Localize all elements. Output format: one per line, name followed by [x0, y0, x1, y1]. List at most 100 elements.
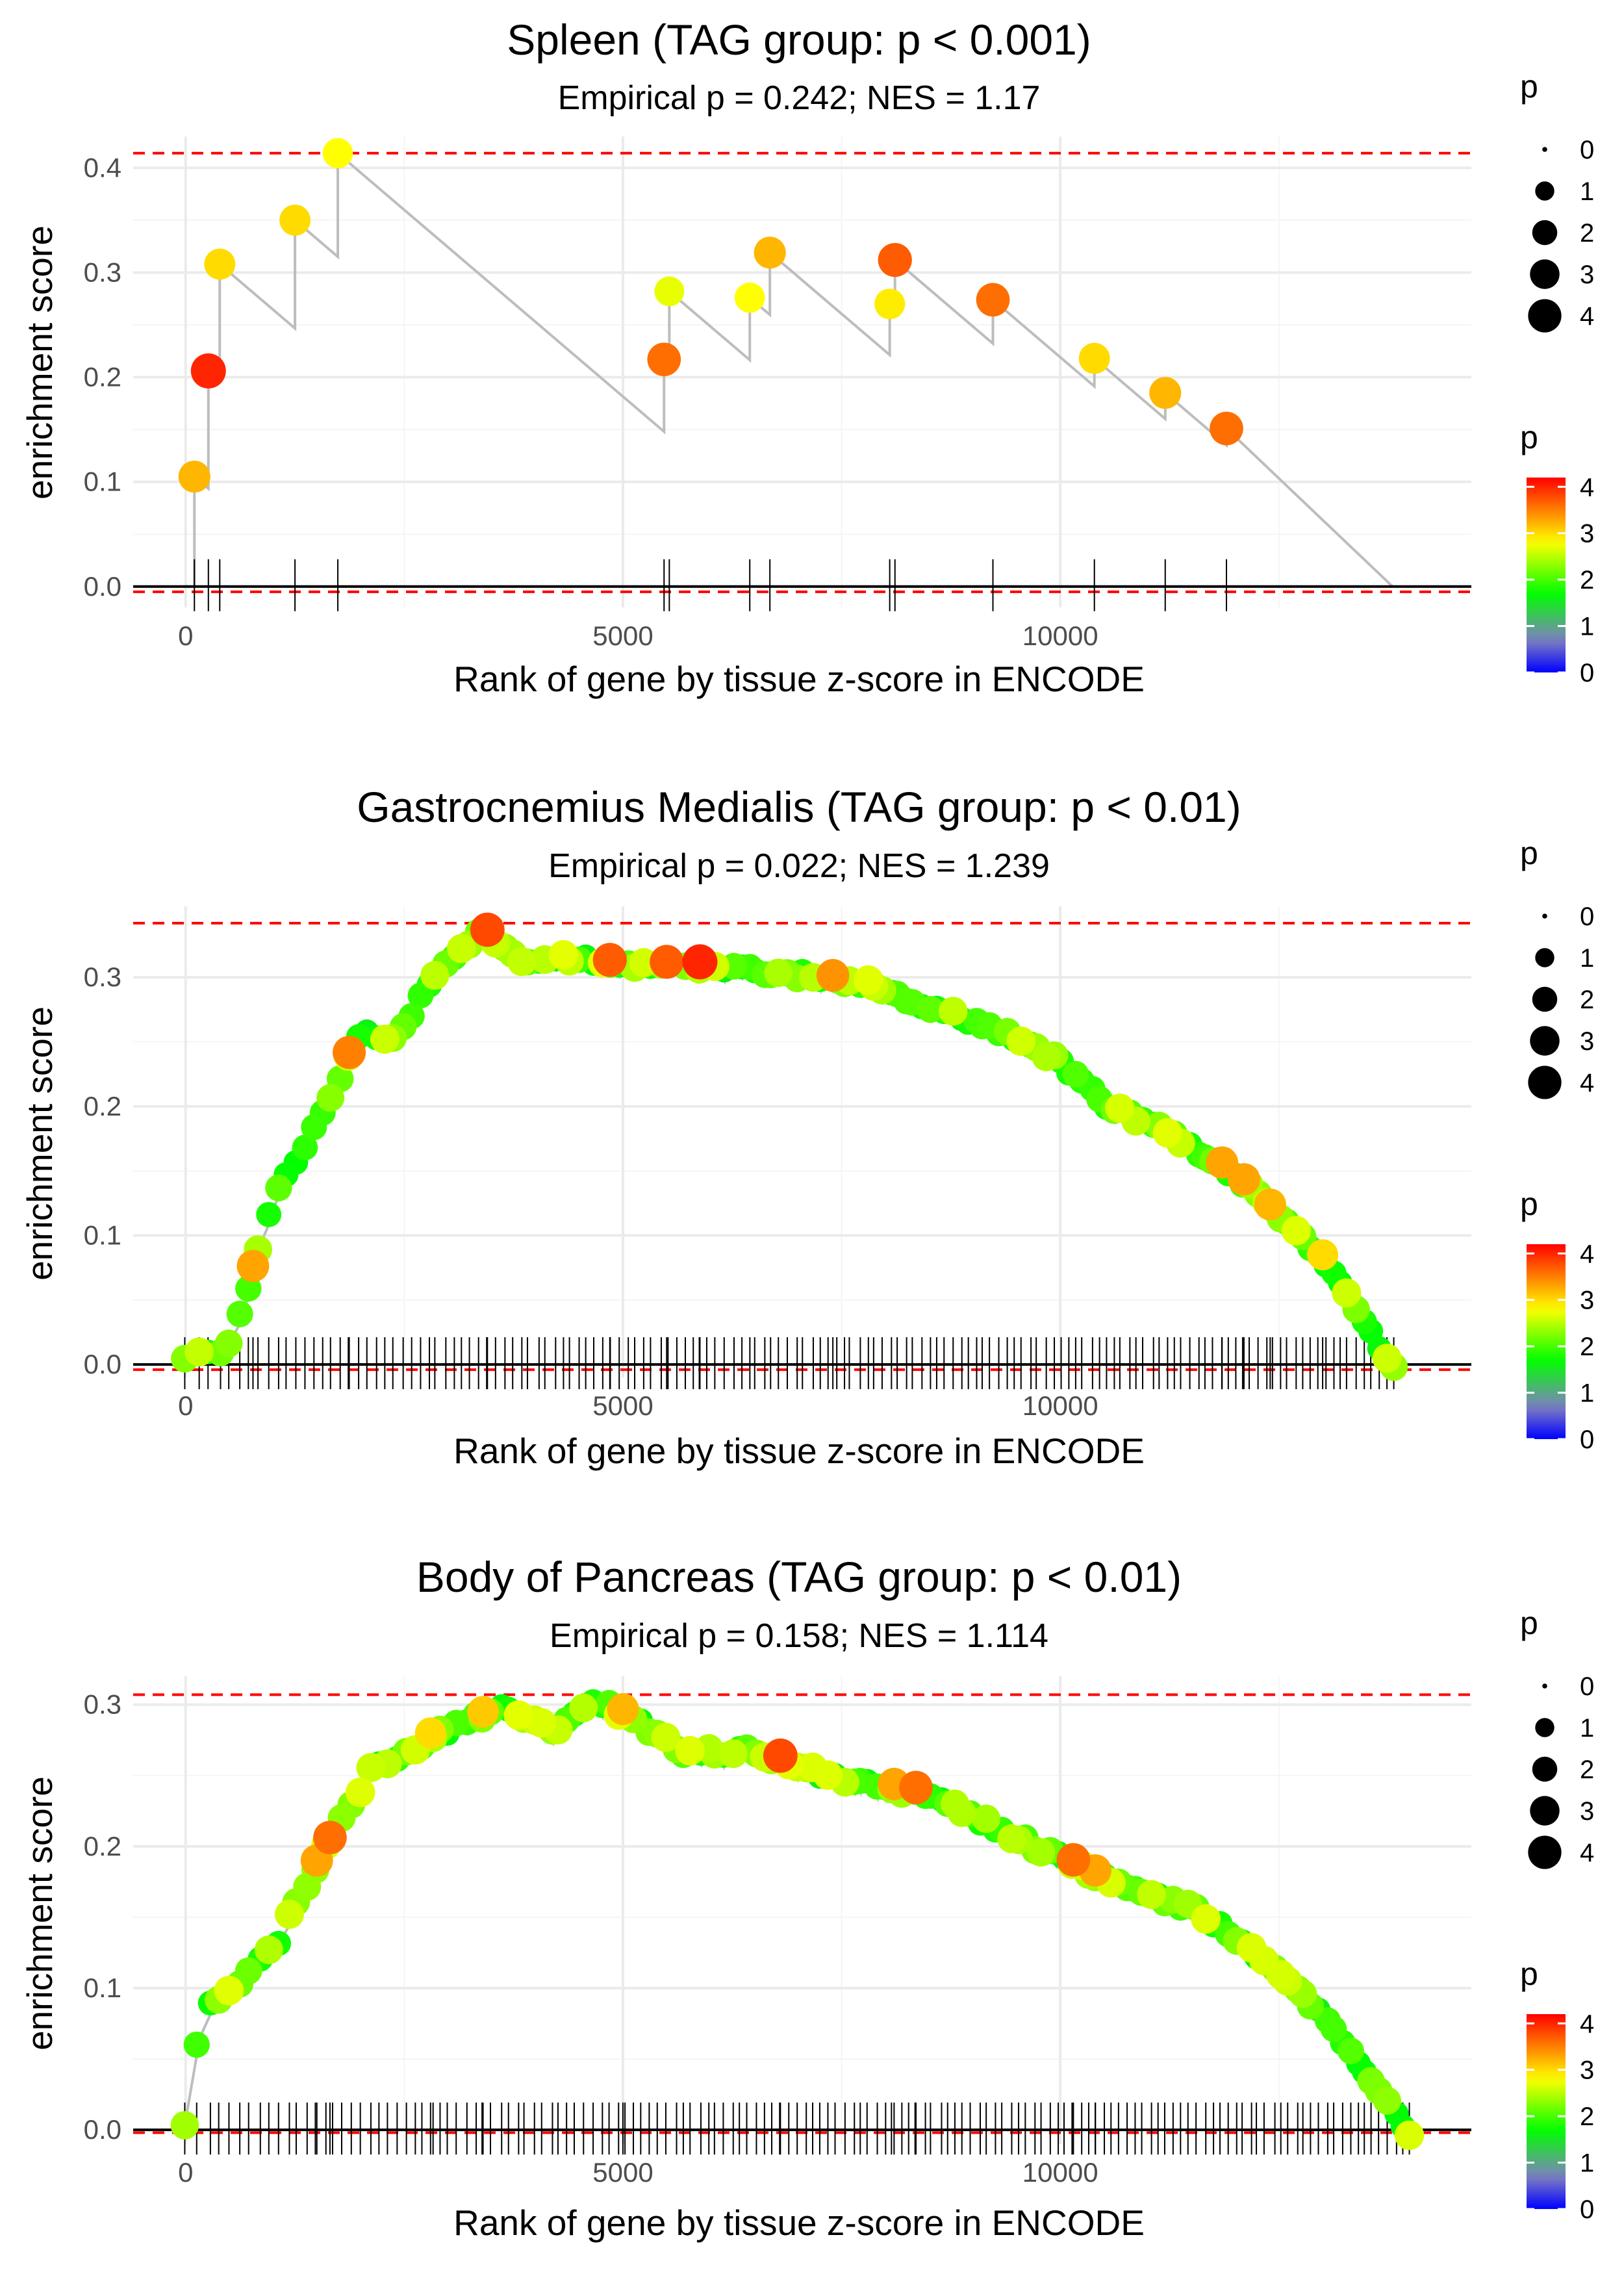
hit-point — [370, 1024, 400, 1054]
chart-subtitle: Empirical p = 0.022; NES = 1.239 — [548, 847, 1050, 885]
hit-point — [1320, 2015, 1347, 2043]
hit-point — [1307, 1239, 1339, 1271]
size-legend-key — [1532, 220, 1558, 246]
hit-point — [1210, 411, 1243, 446]
size-legend: 0 1 2 3 4 — [1528, 1672, 1594, 1869]
hit-point — [214, 1975, 244, 2006]
hit-point — [1026, 1838, 1056, 1867]
size-legend-label: 3 — [1580, 1027, 1594, 1056]
size-legend-label: 4 — [1580, 1839, 1594, 1867]
size-legend-key — [1528, 299, 1562, 333]
color-legend-title: p — [1520, 419, 1538, 455]
size-legend-key — [1535, 181, 1554, 201]
hit-points — [178, 138, 1243, 493]
x-tick-label: 10000 — [1022, 2157, 1098, 2188]
y-tick-label: 0.1 — [84, 1220, 121, 1251]
y-tick-label: 0.1 — [84, 466, 121, 497]
hit-point — [592, 943, 627, 977]
hit-point — [874, 288, 906, 320]
plot-area: 0.0 0.1 0.2 0.3 0 5000 10000 — [84, 906, 1471, 1421]
tick-labels: 0.0 0.1 0.2 0.3 0 5000 10000 — [84, 962, 1098, 1421]
chart-subtitle: Empirical p = 0.242; NES = 1.17 — [558, 79, 1041, 117]
size-legend-key — [1542, 913, 1547, 919]
hit-point — [651, 1722, 681, 1752]
hit-point — [301, 1114, 327, 1140]
hit-point — [292, 1134, 318, 1161]
hit-point — [997, 1824, 1026, 1854]
hit-point — [265, 1174, 292, 1202]
hit-point — [650, 945, 684, 979]
hit-point — [414, 1717, 446, 1749]
hit-point — [734, 282, 765, 313]
y-tick-label: 0.3 — [84, 257, 121, 287]
hit-point — [279, 204, 311, 236]
hit-point — [813, 1760, 843, 1790]
size-legend-label: 2 — [1580, 219, 1594, 248]
gridlines — [133, 136, 1471, 607]
hit-point — [1337, 2038, 1364, 2065]
panel-spleen: Spleen (TAG group: p < 0.001) Empirical … — [19, 16, 1594, 699]
plot-area: 0.0 0.1 0.2 0.3 0 5000 10000 — [84, 1676, 1471, 2188]
color-legend-label: 3 — [1580, 2056, 1594, 2085]
hit-point — [878, 242, 912, 277]
x-axis-label: Rank of gene by tissue z-score in ENCODE — [453, 659, 1145, 699]
size-legend-label: 1 — [1580, 1714, 1594, 1743]
legend: p 0 1 2 3 4 p 0 1 2 3 4 — [1520, 835, 1594, 1454]
hit-point — [322, 138, 353, 169]
x-axis-label: Rank of gene by tissue z-score in ENCODE — [453, 1431, 1145, 1471]
hit-point — [1137, 1880, 1166, 1910]
y-tick-label: 0.0 — [84, 2114, 121, 2145]
hit-point — [976, 283, 1010, 317]
size-legend-key — [1530, 1026, 1560, 1056]
gridlines — [133, 1676, 1471, 2144]
y-tick-label: 0.3 — [84, 962, 121, 992]
color-legend-label: 1 — [1580, 613, 1594, 641]
size-legend-label: 3 — [1580, 1797, 1594, 1826]
legend: p 0 1 2 3 4 p 0 1 2 3 4 — [1520, 68, 1594, 687]
y-tick-label: 0.1 — [84, 1973, 121, 2003]
size-legend-label: 1 — [1580, 177, 1594, 206]
hit-point — [763, 1738, 798, 1773]
size-legend-key — [1542, 1683, 1547, 1689]
color-legend-title: p — [1520, 1956, 1538, 1992]
legend: p 0 1 2 3 4 p 0 1 2 3 4 — [1520, 1605, 1594, 2224]
hit-point — [1032, 1042, 1061, 1071]
hit-point — [1332, 1278, 1362, 1308]
size-legend-title: p — [1520, 68, 1538, 105]
hit-point — [940, 1789, 969, 1819]
size-legend-key — [1532, 1756, 1558, 1782]
color-legend: 0 1 2 3 4 — [1527, 1240, 1594, 1454]
y-tick-label: 0.2 — [84, 1091, 121, 1121]
chart-subtitle: Empirical p = 0.158; NES = 1.114 — [550, 1617, 1048, 1655]
hit-point — [527, 1708, 557, 1738]
color-bar — [1527, 478, 1566, 672]
size-legend-key — [1528, 1835, 1562, 1869]
color-legend-label: 2 — [1580, 566, 1594, 594]
size-legend-key — [1528, 1066, 1562, 1099]
hit-point — [607, 1693, 639, 1726]
chart-title: Body of Pancreas (TAG group: p < 0.01) — [416, 1553, 1182, 1601]
y-axis-label: enrichment score — [19, 1776, 60, 2050]
color-legend-label: 3 — [1580, 1286, 1594, 1315]
hit-point — [470, 912, 505, 947]
y-axis-label: enrichment score — [19, 225, 60, 500]
size-legend: 0 1 2 3 4 — [1528, 136, 1594, 333]
hit-point — [1206, 1146, 1239, 1179]
hit-point — [254, 1935, 283, 1965]
hit-point — [1149, 377, 1182, 409]
color-legend-label: 4 — [1580, 2010, 1594, 2038]
hit-point — [184, 1337, 214, 1367]
size-legend-key — [1535, 948, 1554, 967]
hit-point — [316, 1084, 345, 1112]
hit-point — [407, 982, 434, 1009]
hit-point — [214, 1329, 243, 1357]
hit-point — [503, 1700, 534, 1730]
size-legend-key — [1535, 1718, 1554, 1737]
hit-point — [1373, 2086, 1401, 2115]
enrichment-curve — [185, 150, 1394, 588]
hit-point — [754, 236, 786, 269]
x-tick-label: 0 — [178, 2157, 193, 2188]
hit-point — [1078, 342, 1110, 374]
es-running-line — [185, 150, 1394, 588]
x-tick-label: 10000 — [1022, 620, 1098, 651]
